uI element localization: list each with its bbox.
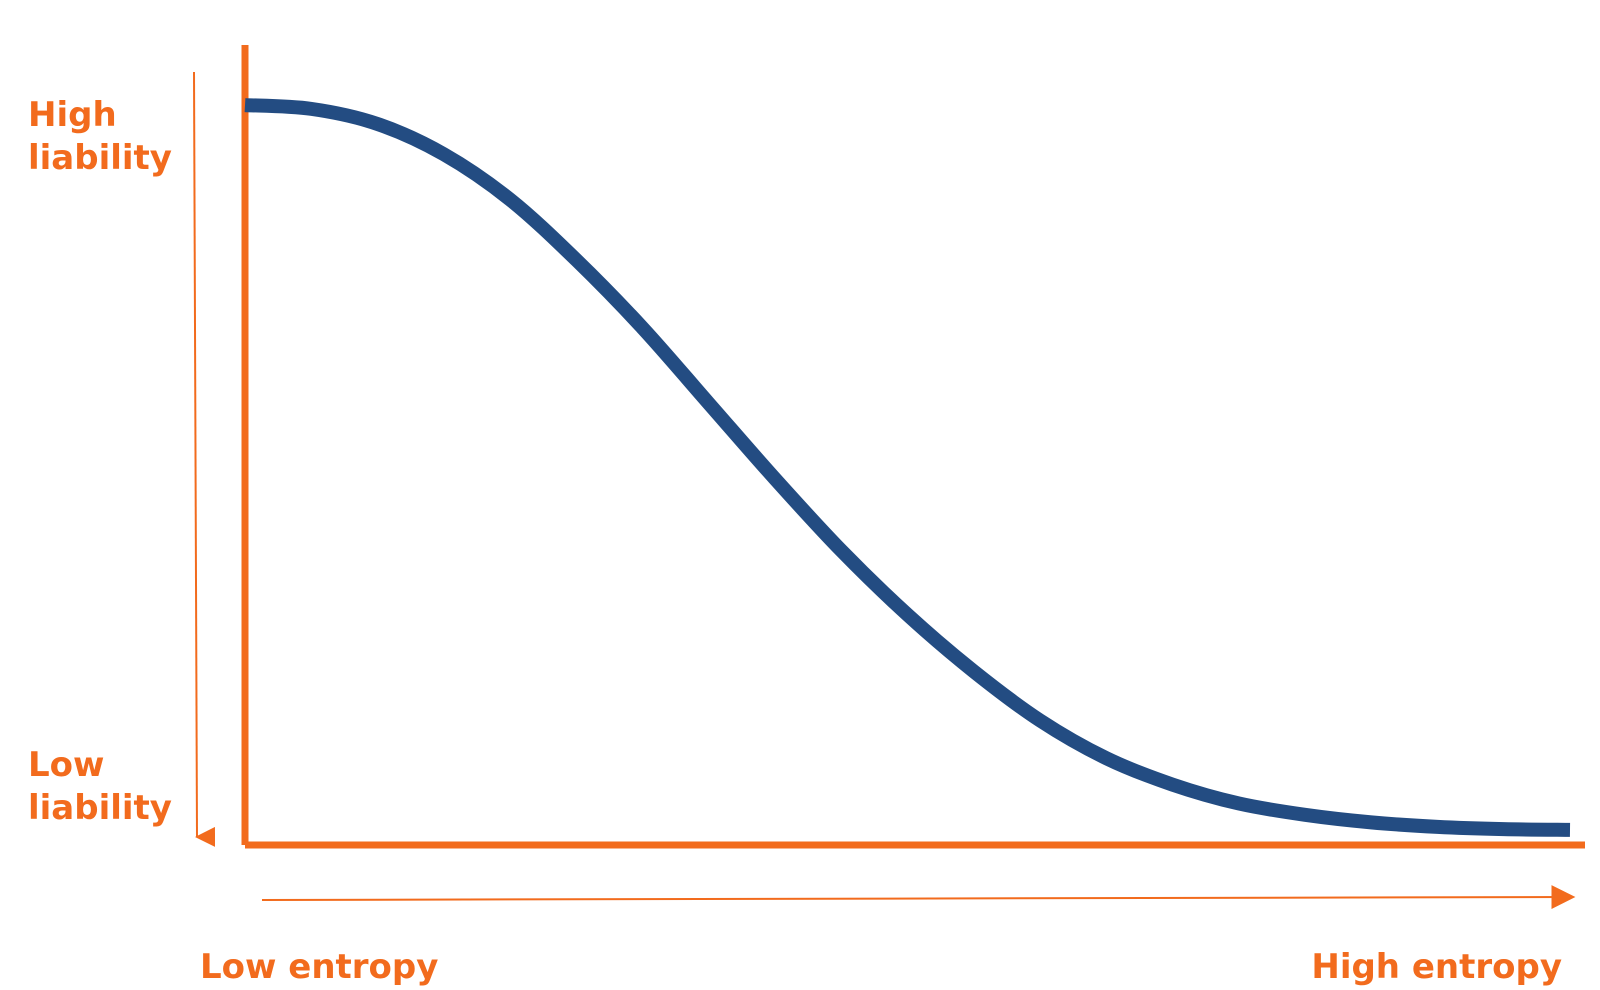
x-axis-right-label: High entropy <box>1311 947 1562 987</box>
series-points <box>245 105 1570 830</box>
y-axis-bottom-label-line-1: Low <box>28 745 104 785</box>
liability-direction-arrow <box>193 71 216 847</box>
series-line <box>244 98 1571 837</box>
entropy-direction-arrow <box>261 885 1576 910</box>
y-axis-top-label-line-2: liability <box>28 138 172 178</box>
y-axis-bottom-label-line-2: liability <box>28 788 172 828</box>
x-axis-left-label: Low entropy <box>200 947 438 987</box>
y-axis-top-label: High liability <box>28 95 172 178</box>
y-axis-bottom-label: Low liability <box>28 745 172 828</box>
y-axis-top-label-line-1: High <box>28 95 117 135</box>
